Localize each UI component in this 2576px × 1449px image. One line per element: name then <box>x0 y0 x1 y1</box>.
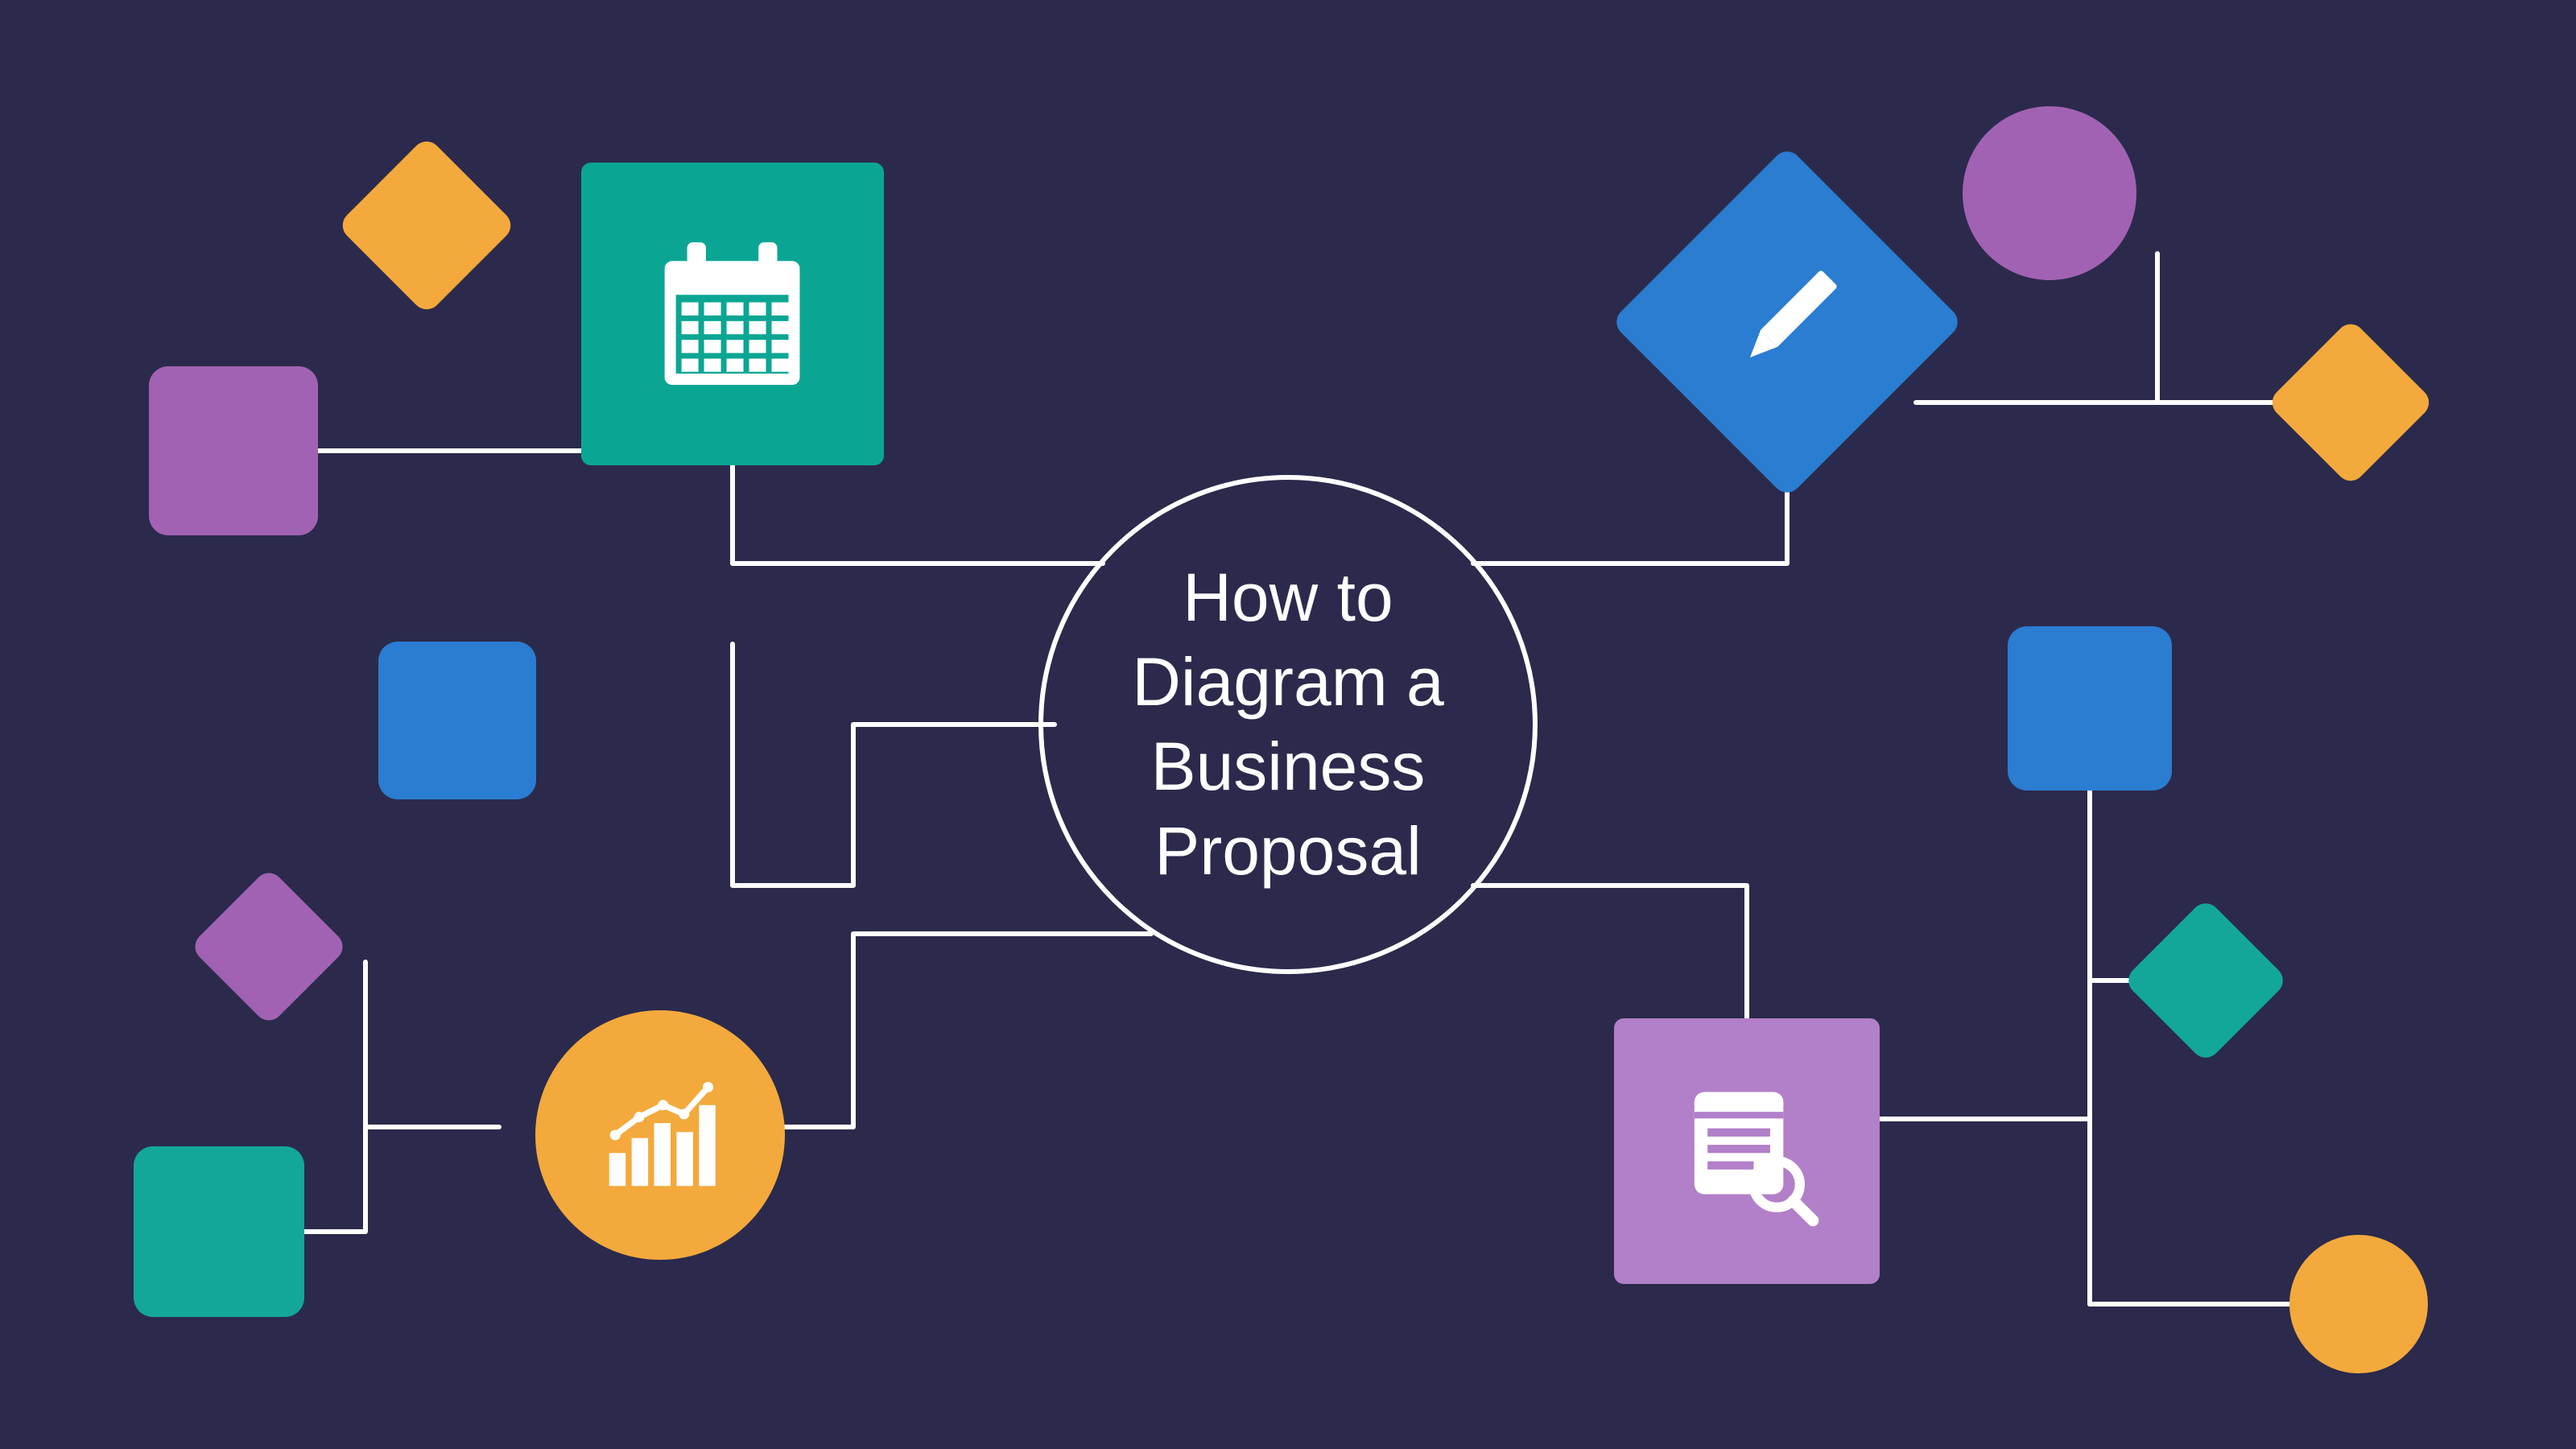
shape-square-blue-r <box>2008 626 2172 791</box>
shape-circle-purple-tr <box>1963 106 2136 280</box>
center-circle: How to Diagram a Business Proposal <box>1038 475 1538 974</box>
chart-icon <box>535 1010 785 1260</box>
shape-diamond-purple-bl <box>189 867 349 1026</box>
shape-diamond-teal-br <box>2123 898 2289 1063</box>
document-search-icon <box>1614 1018 1880 1284</box>
diagram-canvas: How to Diagram a Business Proposal <box>0 0 2576 1449</box>
shape-circle-orange-br <box>2289 1235 2428 1373</box>
shape-diamond-orange-r <box>2266 318 2434 486</box>
pencil-icon <box>1662 197 1912 447</box>
shape-diamond-orange-tl <box>336 135 516 315</box>
shape-square-purple-l <box>149 366 318 535</box>
shape-square-blue-ml <box>378 642 536 799</box>
shape-square-teal-bl <box>134 1146 304 1317</box>
center-title: How to Diagram a Business Proposal <box>1132 555 1443 894</box>
calendar-icon <box>581 163 884 465</box>
